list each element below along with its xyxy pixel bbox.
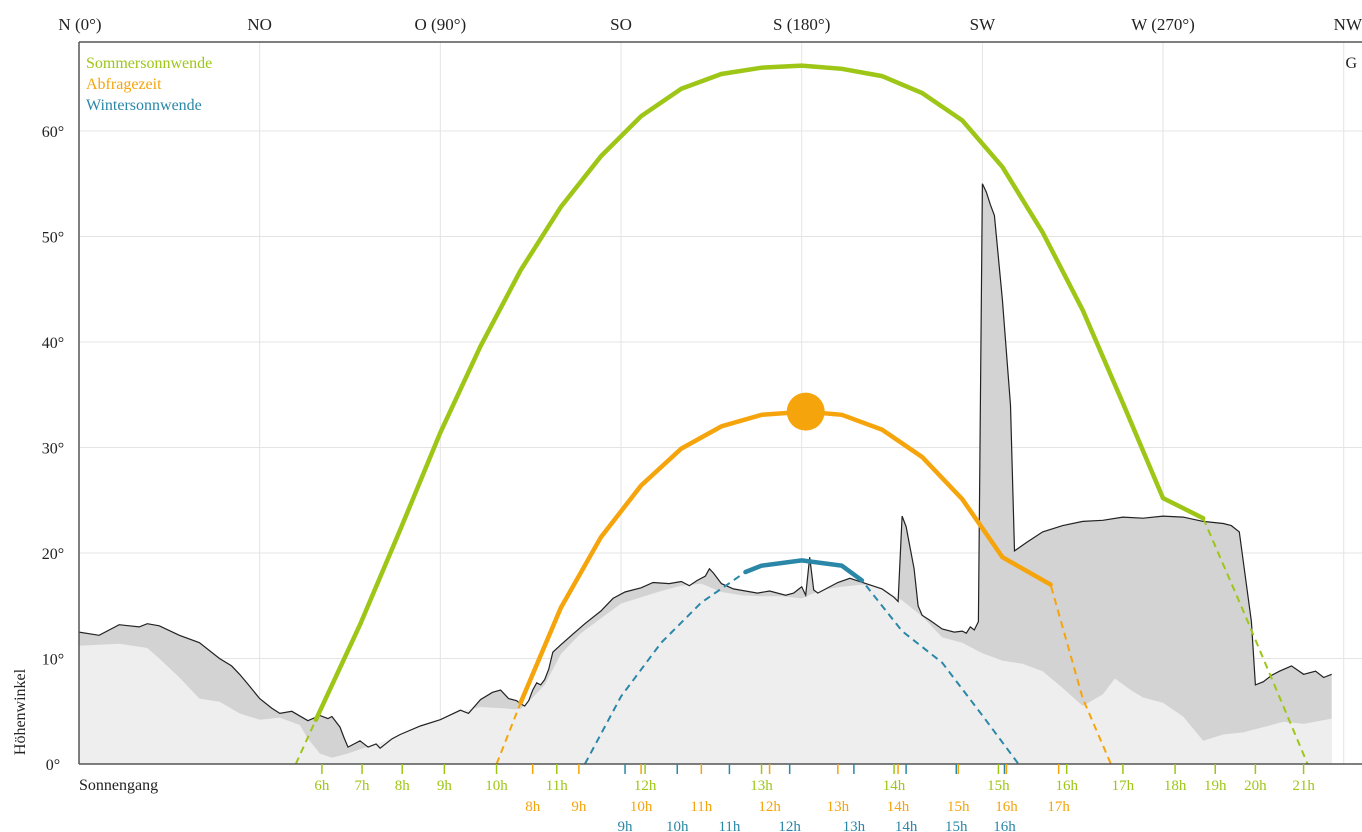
corner-label: G bbox=[1345, 55, 1357, 72]
hour-label: 12h bbox=[634, 778, 657, 794]
hour-label: 16h bbox=[993, 819, 1016, 832]
hour-label: 10h bbox=[485, 778, 508, 794]
hour-label: 16h bbox=[995, 799, 1018, 815]
sun-path-visible bbox=[743, 558, 865, 583]
hour-label: 10h bbox=[630, 799, 653, 815]
y-tick-label: 20° bbox=[42, 546, 64, 563]
x-tick-label: SO bbox=[610, 15, 632, 34]
hour-label: 14h bbox=[887, 799, 910, 815]
hour-label: 15h bbox=[987, 778, 1010, 794]
hour-label: 11h bbox=[690, 799, 712, 815]
hour-label: 11h bbox=[718, 819, 740, 832]
y-tick-label: 40° bbox=[42, 335, 64, 352]
legend: Sommersonnwende Abfragezeit Wintersonnwend… bbox=[86, 55, 212, 114]
hour-label: 15h bbox=[947, 799, 970, 815]
y-tick-label: 50° bbox=[42, 230, 64, 247]
hour-label: 8h bbox=[395, 778, 411, 794]
y-tick-label: 30° bbox=[42, 441, 64, 458]
y-tick-label: 0° bbox=[46, 757, 60, 774]
legend-item: Abfragezeit bbox=[86, 76, 162, 93]
horizon-fill bbox=[79, 183, 1332, 764]
sun-curves bbox=[294, 63, 1309, 764]
hour-label: 12h bbox=[778, 819, 801, 832]
hour-label: 9h bbox=[571, 799, 587, 815]
sun-marker bbox=[786, 392, 825, 431]
y-axis-title: Höhenwinkel bbox=[12, 668, 29, 755]
hour-label: 16h bbox=[1055, 778, 1078, 794]
horizon-terrain bbox=[79, 183, 1332, 764]
hour-label: 11h bbox=[546, 778, 568, 794]
hour-label: 7h bbox=[355, 778, 371, 794]
hour-label: 18h bbox=[1164, 778, 1187, 794]
x-tick-label: NW bbox=[1334, 15, 1362, 34]
hour-label: 12h bbox=[758, 799, 781, 815]
hour-label: 13h bbox=[827, 799, 850, 815]
x-tick-label: O (90°) bbox=[415, 15, 467, 34]
y-tick-label: 10° bbox=[42, 652, 64, 669]
hour-label: 20h bbox=[1244, 778, 1267, 794]
hour-label: 8h bbox=[525, 799, 541, 815]
hour-label: 19h bbox=[1204, 778, 1227, 794]
hour-rows: 6h 7h 8h 9h 10h 11h 12h 13h 14h 15h 16h 17h 18h 19h 20… bbox=[314, 764, 1315, 832]
hour-label: 9h bbox=[618, 819, 634, 832]
x-tick-label: W (270°) bbox=[1131, 15, 1195, 34]
hour-label: 6h bbox=[314, 778, 330, 794]
x-tick-label: S (180°) bbox=[773, 15, 830, 34]
sun-path-visible bbox=[313, 63, 1206, 722]
sun-path-dashed bbox=[584, 559, 1020, 764]
hour-label: 14h bbox=[895, 819, 918, 832]
hour-label: 9h bbox=[437, 778, 453, 794]
x-tick-label: N (0°) bbox=[58, 15, 101, 34]
legend-item: Wintersonnwende bbox=[86, 97, 202, 114]
sunpath-row-label: Sonnengang bbox=[79, 777, 158, 794]
x-tick-label: SW bbox=[970, 15, 996, 34]
hour-label: 17h bbox=[1047, 799, 1070, 815]
plot-frame bbox=[78, 41, 1362, 765]
hour-label: 14h bbox=[883, 778, 906, 794]
legend-item: Sommersonnwende bbox=[86, 55, 212, 72]
axes: N (0°) NO O (90°) SO S (180°) SW W (270°) NW 0° 1… bbox=[12, 15, 1362, 794]
near-horizon-fill bbox=[79, 583, 1332, 764]
hour-label: 10h bbox=[666, 819, 689, 832]
horizon-line bbox=[79, 183, 1332, 750]
hour-label: 17h bbox=[1112, 778, 1135, 794]
hour-label: 13h bbox=[750, 778, 773, 794]
y-tick-label: 60° bbox=[42, 124, 64, 141]
hour-label: 13h bbox=[843, 819, 866, 832]
sun-path-visible bbox=[518, 409, 1053, 706]
hour-label: 15h bbox=[945, 819, 968, 832]
hour-label: 21h bbox=[1292, 778, 1315, 794]
x-tick-label: NO bbox=[247, 15, 272, 34]
